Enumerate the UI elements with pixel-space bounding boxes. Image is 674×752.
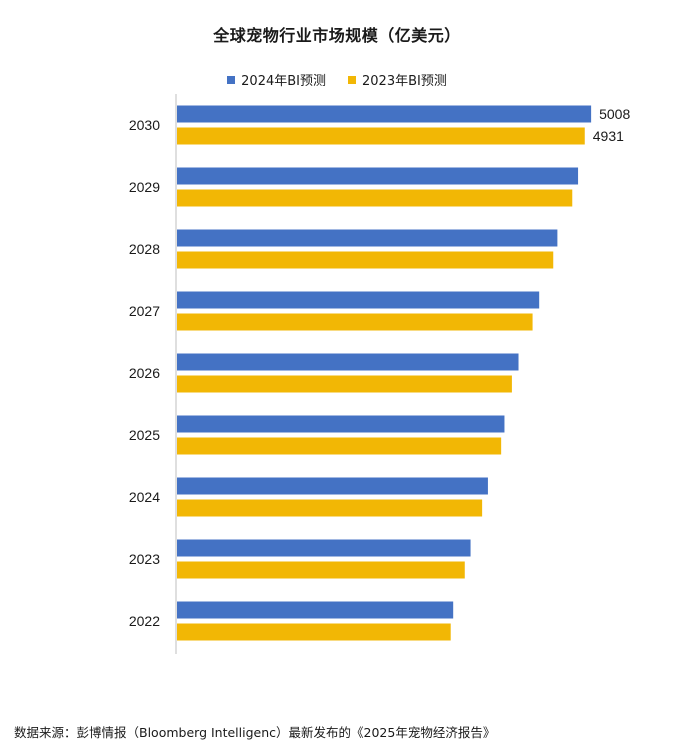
y-tick-label: 2025: [129, 427, 160, 443]
data-label: 5008: [599, 106, 630, 122]
legend-item-series-2: 2023年BI预测: [348, 70, 447, 89]
bar-2028-series-2: [177, 251, 554, 269]
bar-2025-series-1: [177, 415, 505, 433]
bar-2024-series-1: [177, 477, 488, 495]
y-tick-label: 2023: [129, 551, 160, 567]
chart-title: 全球宠物行业市场规模（亿美元）: [213, 26, 461, 45]
bar-2029-series-2: [177, 189, 573, 207]
bar-2028-series-1: [177, 229, 558, 247]
legend-item-series-1: 2024年BI预测: [227, 70, 326, 89]
y-tick-label: 2024: [129, 489, 160, 505]
y-tick-label: 2027: [129, 303, 160, 319]
bar-2029-series-1: [177, 167, 579, 185]
bar-2027-series-1: [177, 291, 540, 309]
source-note: 数据来源：彭博情报（Bloomberg Intelligenc）最新发布的《20…: [14, 725, 496, 740]
bar-2023-series-1: [177, 539, 471, 557]
data-label: 4931: [593, 128, 624, 144]
legend-swatch-series-2: [348, 75, 356, 84]
bar-2026-series-1: [177, 353, 519, 371]
legend-label-series-2: 2023年BI预测: [362, 74, 447, 89]
y-tick-label: 2030: [129, 117, 160, 133]
y-tick-label: 2022: [129, 613, 160, 629]
bar-2024-series-2: [177, 499, 483, 517]
legend-label-series-1: 2024年BI预测: [241, 74, 326, 89]
bar-2022-series-1: [177, 601, 454, 619]
y-tick-label: 2028: [129, 241, 160, 257]
bar-2030-series-1: [177, 105, 592, 123]
chart-legend: 2024年BI预测 2023年BI预测: [0, 70, 674, 89]
legend-swatch-series-1: [227, 75, 236, 84]
y-tick-label: 2029: [129, 179, 160, 195]
bar-2026-series-2: [177, 375, 512, 393]
y-tick-label: 2026: [129, 365, 160, 381]
bar-2030-series-2: [177, 127, 585, 145]
bar-2025-series-2: [177, 437, 502, 455]
bar-2027-series-2: [177, 313, 533, 331]
bar-2023-series-2: [177, 561, 465, 579]
bar-2022-series-2: [177, 623, 451, 641]
